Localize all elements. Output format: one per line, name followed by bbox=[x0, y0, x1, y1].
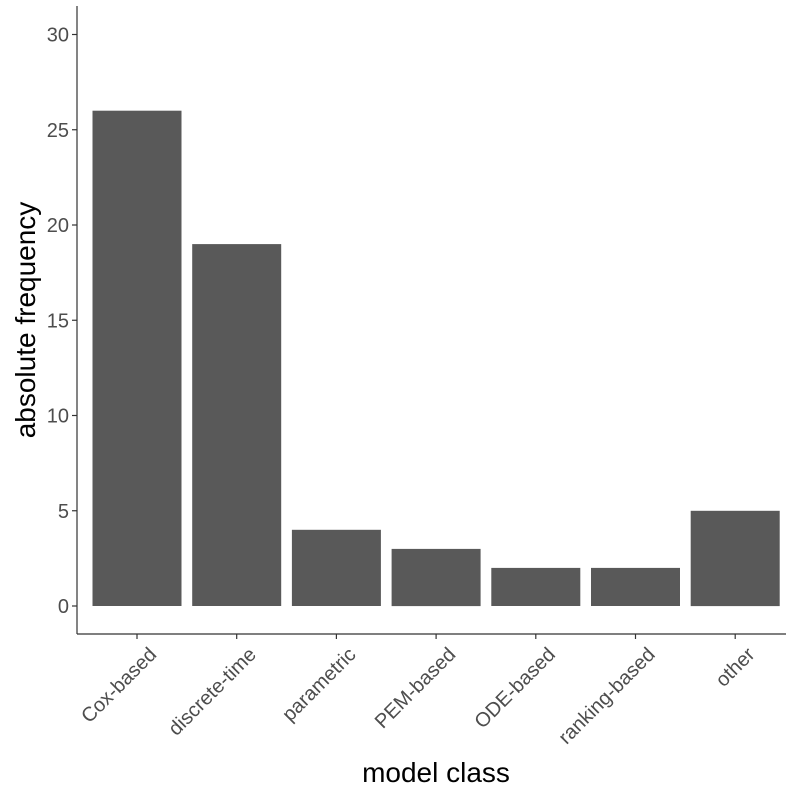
y-tick-label: 15 bbox=[47, 310, 69, 332]
x-tick-label-other: other bbox=[712, 643, 760, 691]
y-ticks-group: 0 5 10 15 20 25 30 bbox=[47, 25, 77, 618]
y-tick-label: 20 bbox=[47, 215, 69, 237]
x-tick-label-discrete-time: discrete-time bbox=[164, 644, 261, 741]
y-axis-title: absolute frequency bbox=[10, 202, 41, 439]
bar-parametric bbox=[291, 529, 381, 606]
x-tick-label-cox-based: Cox-based bbox=[77, 644, 161, 728]
x-tick-label-parametric: parametric bbox=[278, 644, 360, 726]
x-tick-label-pem-based: PEM-based bbox=[371, 644, 460, 733]
y-tick-label: 0 bbox=[58, 596, 69, 618]
x-tick-label-ode-based: ODE-based bbox=[470, 644, 559, 733]
x-axis-title: model class bbox=[362, 757, 510, 785]
y-tick-label: 30 bbox=[47, 25, 69, 47]
bar-pem-based bbox=[391, 548, 481, 607]
bar-discrete-time bbox=[192, 244, 282, 606]
bar-other bbox=[690, 510, 780, 607]
x-ticks-group: Cox-based discrete-time parametric PEM-base… bbox=[77, 634, 760, 749]
bars-group bbox=[92, 110, 780, 607]
bar-ranking-based bbox=[591, 567, 680, 606]
bar-ode-based bbox=[491, 567, 581, 606]
y-tick-label: 5 bbox=[58, 501, 69, 523]
bar-cox-based bbox=[92, 110, 182, 606]
y-tick-label: 25 bbox=[47, 120, 69, 142]
x-tick-label-ranking-based: ranking-based bbox=[554, 644, 659, 749]
axes-group bbox=[76, 6, 786, 635]
y-tick-label: 10 bbox=[47, 406, 69, 428]
